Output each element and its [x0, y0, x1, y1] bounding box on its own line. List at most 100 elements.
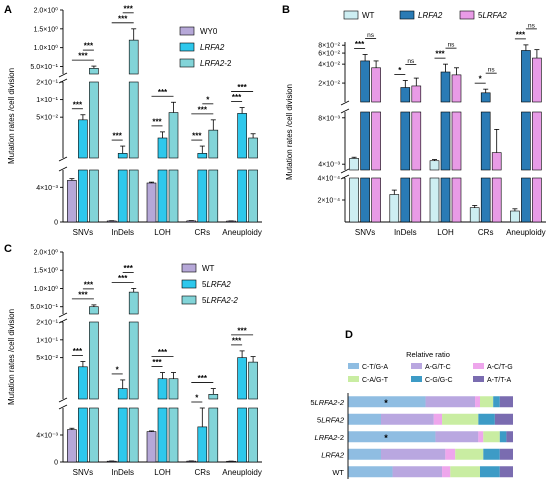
bar-lrfa2 [117, 169, 128, 223]
bar-wt [146, 431, 157, 463]
bar-5lrfa2 [532, 111, 542, 171]
significance-label: *** [232, 93, 242, 102]
y-tick-label: 0 [54, 460, 58, 467]
stacked-segment [499, 466, 513, 478]
annotation-star: * [384, 433, 388, 443]
significance-label: *** [84, 42, 94, 51]
panel-b: B Mutation rates /cell division 2×10⁻⁴ 4×10… [282, 4, 546, 237]
y-tick-label: 2×10⁻¹ [36, 80, 58, 87]
significance-label: *** [516, 30, 526, 39]
stacked-segment [348, 448, 381, 460]
legend-label: LRFA2-2 [200, 59, 232, 68]
bar-5lrfa2 [78, 366, 88, 400]
stacked-segment [506, 431, 513, 443]
legend-swatch [473, 363, 484, 369]
bar-lrfa2-2 [89, 169, 99, 223]
y-tick-label: 5LRFA2-2 [310, 398, 344, 407]
bar-5lrfa2-2 [248, 407, 258, 463]
bar-lrfa2 [521, 50, 531, 103]
bar-lrfa2-2 [89, 68, 99, 75]
label-part: LRFA2 [321, 450, 345, 459]
axis-break-mark [340, 108, 350, 114]
y-tick-label: 4×10⁻³ [36, 433, 58, 440]
x-tick-label: InDels [111, 228, 134, 237]
bar-lrfa2 [78, 119, 88, 159]
legend-swatch [343, 10, 359, 20]
significance-label: *** [198, 105, 208, 114]
y-tick-label: WT [332, 468, 344, 477]
stacked-segment [425, 396, 476, 408]
significance-label: *** [78, 290, 88, 299]
y-tick-label: 0 [54, 220, 58, 227]
stacked-segment [494, 413, 513, 425]
stacked-segment [381, 413, 434, 425]
x-tick-label: Aneuploidy [506, 228, 546, 237]
stacked-segment [381, 448, 446, 460]
y-tick-label: 1.0×10⁰ [34, 285, 59, 293]
bar-5lrfa2 [237, 357, 247, 400]
stacked-segment [442, 413, 479, 425]
annotation-star: * [384, 398, 388, 408]
significance-label: * [479, 75, 483, 84]
axis-break-mark [58, 312, 68, 318]
significance-label: *** [84, 280, 94, 289]
significance-label: *** [113, 132, 123, 141]
bar-wy0 [67, 180, 77, 223]
stacked-segment [348, 466, 393, 478]
stacked-segment [483, 448, 500, 460]
bar-wt [67, 429, 77, 463]
x-tick-label: Aneuploidy [222, 228, 262, 237]
bar-5lrfa2-2 [89, 306, 99, 315]
axis-break-mark [340, 168, 350, 174]
bar-lrfa2 [78, 169, 88, 223]
y-tick-label: 4×10⁻⁴ [318, 176, 340, 183]
bar-lrfa2-2 [128, 39, 139, 75]
bar-wt [429, 177, 440, 223]
bar-5lrfa2 [117, 407, 128, 463]
y-tick-label: 4×10⁻³ [36, 185, 58, 192]
stacked-segment [348, 396, 426, 408]
bar-5lrfa2 [451, 74, 462, 103]
stacked-segment [442, 466, 451, 478]
significance-label: * [398, 66, 402, 75]
legend-label: LRFA2 [418, 11, 443, 20]
legend-swatch [179, 42, 195, 52]
label-part: 5 [310, 398, 314, 407]
stacked-segment [392, 466, 443, 478]
axis-break-mark [58, 72, 68, 78]
bar-lrfa2 [480, 177, 491, 223]
stacked-segment [455, 448, 484, 460]
legend-label: 5LRFA2 [478, 11, 507, 20]
legend-label: WY0 [200, 27, 218, 36]
significance-label: *** [355, 40, 365, 49]
bar-5lrfa2 [371, 111, 381, 171]
bar-lrfa2-2 [168, 112, 179, 159]
legend-label-italic: 5 [202, 296, 207, 305]
legend-swatch [179, 58, 195, 68]
bar-5lrfa2-2 [248, 361, 258, 400]
x-tick-label: CRs [195, 228, 211, 237]
stacked-segment [435, 431, 479, 443]
significance-label: *** [435, 50, 445, 59]
x-tick-label: CRs [195, 468, 211, 477]
x-tick-label: SNVs [355, 228, 375, 237]
stacked-segment [480, 466, 500, 478]
stacked-segment [499, 431, 507, 443]
bar-lrfa2 [400, 177, 411, 223]
legend-label-rest: LRFA2 [206, 280, 231, 289]
legend-label: A-C/T-G [487, 364, 513, 371]
bar-lrfa2 [440, 177, 451, 223]
y-tick-label: 6×10⁻² [318, 51, 340, 58]
legend-label: A-T/T-A [487, 377, 511, 384]
y-tick-label: 2×10⁻² [318, 81, 340, 88]
bar-lrfa2-2 [208, 169, 219, 223]
bar-wt [510, 210, 520, 223]
x-tick-label: LOH [154, 468, 171, 477]
bar-lrfa2 [157, 169, 168, 223]
y-tick-label: 1.5×10⁰ [34, 25, 59, 33]
significance-label: * [116, 365, 120, 374]
y-tick-label: 5.0×10⁻¹ [30, 64, 58, 71]
bar-lrfa2-2 [248, 169, 258, 223]
legend-swatch [181, 263, 197, 273]
